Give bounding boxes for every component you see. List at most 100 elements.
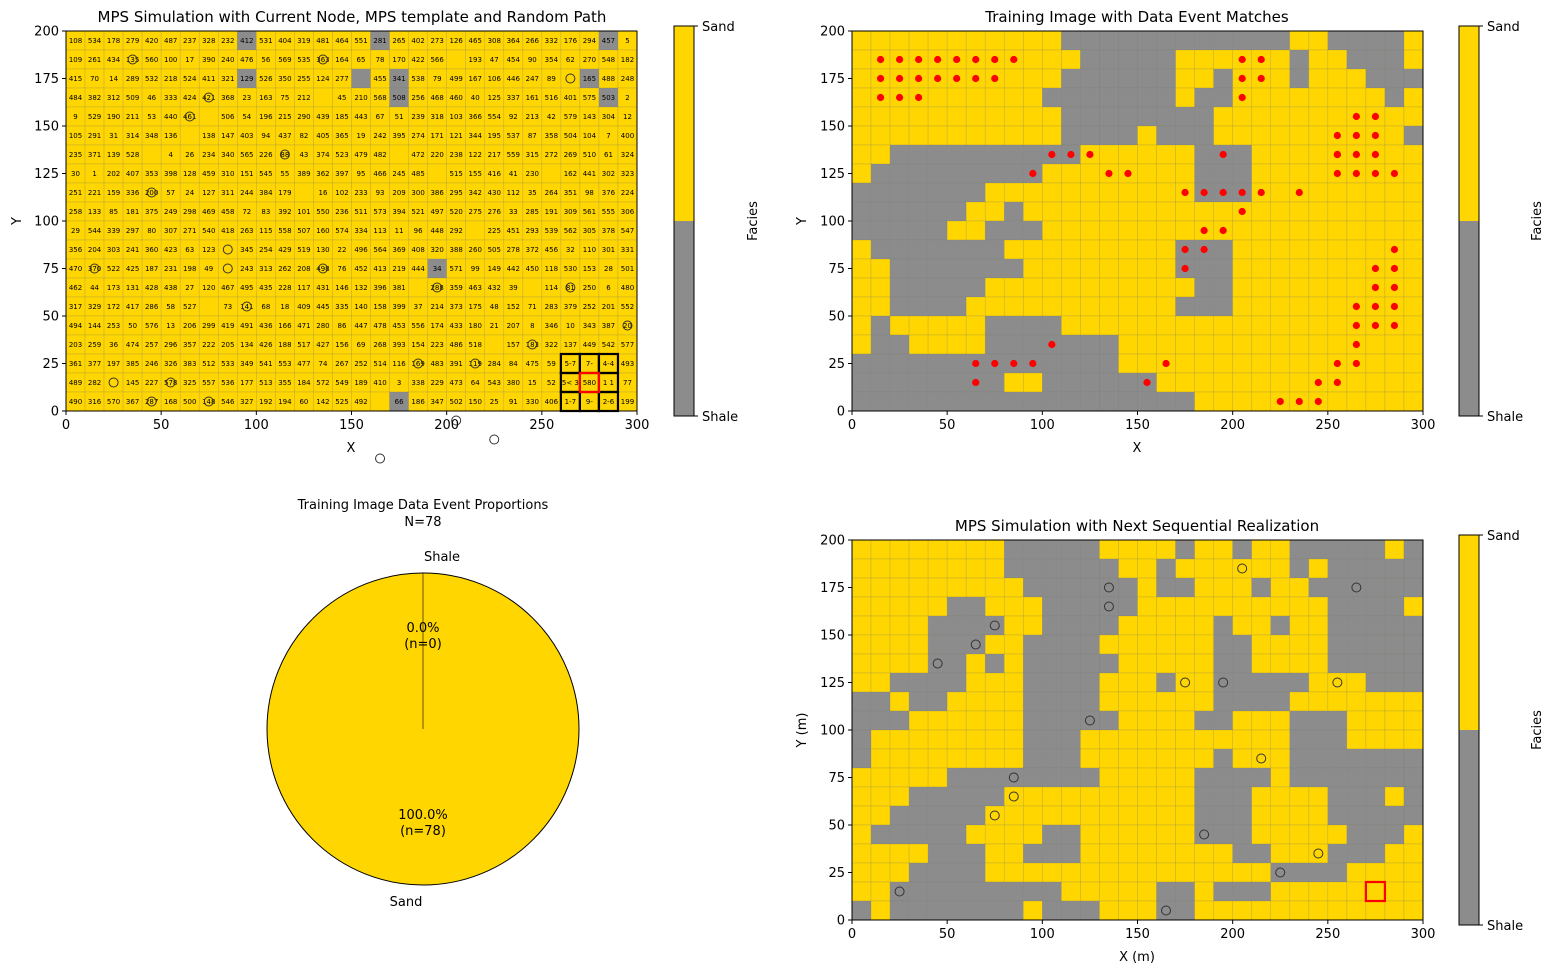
sand-cell — [1308, 144, 1329, 165]
path-order-label: 426 — [259, 341, 273, 349]
sand-cell — [965, 653, 986, 674]
path-order-label: 68 — [261, 303, 270, 311]
sand-cell — [1061, 805, 1081, 826]
sand-cell — [965, 106, 986, 127]
sand-cell — [1270, 68, 1291, 89]
sand-cell — [1022, 87, 1043, 108]
path-order-label: 326 — [164, 360, 178, 368]
path-node-marker — [565, 282, 576, 293]
sand-cell — [927, 729, 948, 750]
sand-cell — [1194, 729, 1214, 750]
path-order-label: 450 — [526, 265, 539, 273]
sand-cell — [1156, 824, 1176, 845]
match-dot — [1390, 169, 1399, 178]
shale-cell — [1099, 391, 1119, 412]
path-order-label: 273 — [430, 37, 443, 45]
sand-cell — [1308, 239, 1329, 260]
path-order-label: 1 1 — [603, 379, 614, 387]
shale-cell — [870, 691, 891, 712]
sand-cell — [1175, 315, 1195, 336]
sand-cell — [1403, 220, 1424, 241]
path-order-label: 72 — [242, 208, 251, 216]
colorbar-bottom-label: Shale — [1487, 919, 1523, 934]
sand-cell — [851, 805, 872, 826]
path-order-label: 536 — [221, 379, 235, 387]
path-order-label: 461 — [183, 113, 196, 121]
match-dot — [1390, 245, 1399, 254]
sand-cell — [851, 144, 872, 165]
sand-cell — [1270, 881, 1291, 902]
path-order-label: 564 — [373, 246, 387, 254]
shale-cell — [1061, 824, 1081, 845]
path-order-label: 541 — [259, 360, 272, 368]
sand-cell — [1156, 220, 1176, 241]
sand-cell — [1251, 653, 1272, 674]
sand-cell — [1327, 106, 1348, 127]
path-order-label: 256 — [411, 94, 425, 102]
shale-cell — [1308, 767, 1329, 788]
sand-cell — [1194, 558, 1214, 579]
shale-cell — [1080, 30, 1100, 51]
shale-cell — [946, 353, 967, 374]
path-order-label: 5-7 — [565, 360, 576, 368]
sand-cell — [984, 634, 1005, 655]
sand-cell — [1289, 125, 1310, 146]
shale-cell — [1232, 805, 1253, 826]
sand-cell — [946, 125, 967, 146]
path-order-label: 175 — [469, 303, 482, 311]
sand-cell — [946, 710, 967, 731]
path-order-label: 580 — [583, 379, 596, 387]
path-order-label: 469 — [202, 208, 215, 216]
shale-cell — [1194, 87, 1214, 108]
path-order-label: 185 — [335, 113, 348, 121]
match-dot — [1352, 112, 1360, 121]
shale-cell — [1080, 672, 1100, 693]
sand-cell — [889, 767, 910, 788]
sand-cell — [1137, 786, 1157, 807]
shale-cell — [1213, 691, 1234, 712]
shale-cell — [1118, 30, 1138, 51]
sand-cell — [1118, 862, 1138, 883]
path-order-label: 120 — [202, 284, 215, 292]
match-dot — [1105, 169, 1113, 178]
x-axis-label: X — [1133, 441, 1142, 456]
path-order-label: 18 — [280, 303, 289, 311]
path-node-marker — [165, 377, 176, 388]
sand-cell — [1118, 710, 1138, 731]
path-order-label: 270 — [583, 56, 596, 64]
sand-cell — [1346, 220, 1367, 241]
shale-cell — [1251, 843, 1272, 864]
shale-cell — [1346, 634, 1367, 655]
shale-cell — [1251, 691, 1272, 712]
path-order-label: 515 — [449, 170, 462, 178]
path-order-label: 514 — [373, 360, 387, 368]
shale-cell — [1156, 577, 1176, 598]
sand-cell — [1232, 729, 1253, 750]
match-dot — [1238, 93, 1246, 102]
shale-cell — [1137, 87, 1157, 108]
path-order-label: 5 — [625, 37, 629, 45]
sand-cell — [1308, 691, 1329, 712]
path-order-label: 103 — [449, 113, 462, 121]
sand-cell — [1403, 900, 1424, 921]
path-order-label: 12 — [623, 113, 632, 121]
path-order-label: 82 — [299, 132, 308, 140]
path-order-label: 268 — [373, 341, 386, 349]
sand-cell — [851, 106, 872, 127]
path-order-label: 485 — [411, 170, 424, 178]
path-order-label: 150 — [469, 398, 482, 406]
shale-cell — [1251, 672, 1272, 693]
sand-cell — [927, 125, 948, 146]
sand-cell — [1080, 239, 1100, 260]
path-node-marker — [203, 92, 214, 103]
path-order-label: 182 — [621, 56, 634, 64]
sand-cell — [851, 49, 872, 70]
path-order-label: 577 — [621, 341, 634, 349]
shale-cell — [927, 220, 948, 241]
path-order-label: 130 — [316, 246, 329, 254]
sand-cell — [1308, 558, 1329, 579]
shale-cell — [984, 653, 1005, 674]
sand-cell — [1270, 201, 1291, 222]
shale-cell — [927, 163, 948, 184]
shale-cell — [851, 220, 872, 241]
